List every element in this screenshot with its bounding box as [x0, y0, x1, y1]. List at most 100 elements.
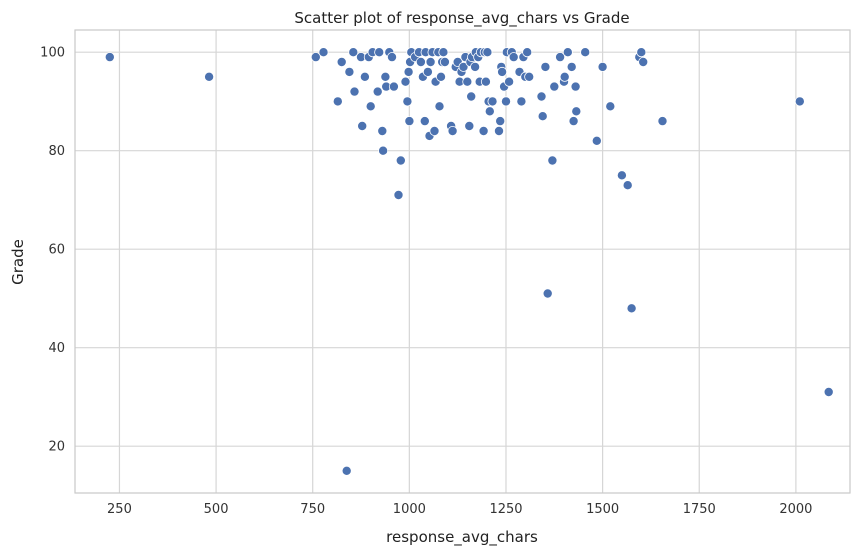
data-point [540, 61, 551, 72]
data-point [794, 96, 805, 107]
data-point [549, 81, 560, 92]
data-point [580, 47, 591, 58]
data-point [386, 52, 397, 63]
y-tick-label: 20 [48, 440, 65, 455]
data-point [415, 57, 426, 68]
data-point [616, 170, 627, 181]
data-point [504, 76, 515, 87]
data-point [388, 81, 399, 92]
x-tick-label: 1000 [393, 502, 426, 517]
points-layer [104, 47, 834, 476]
data-point [310, 52, 321, 63]
data-point [344, 66, 355, 77]
data-point [429, 126, 440, 137]
data-point [542, 288, 553, 299]
data-point [419, 116, 430, 127]
data-point [570, 81, 581, 92]
data-point [470, 61, 481, 72]
data-point [508, 52, 519, 63]
data-point [537, 111, 548, 122]
data-point [462, 76, 473, 87]
data-point [466, 91, 477, 102]
y-tick-label: 60 [48, 243, 65, 258]
x-axis-label: response_avg_chars [386, 528, 538, 547]
data-point [562, 47, 573, 58]
data-point [547, 155, 558, 166]
y-tick-labels: 20 40 60 80 100 [40, 46, 65, 455]
data-point [336, 57, 347, 68]
data-point [458, 61, 469, 72]
chart-title: Scatter plot of response_avg_chars vs Gr… [294, 9, 629, 28]
data-point [372, 86, 383, 97]
x-tick-label: 500 [204, 502, 229, 517]
data-point [393, 189, 404, 200]
data-point [497, 66, 508, 77]
data-point [636, 47, 647, 58]
data-point [568, 116, 579, 127]
data-point [332, 96, 343, 107]
data-point [395, 155, 406, 166]
data-point [377, 126, 388, 137]
data-point [464, 121, 475, 132]
data-point [439, 57, 450, 68]
y-tick-label: 100 [40, 46, 65, 61]
data-point [447, 126, 458, 137]
data-point [487, 96, 498, 107]
data-point [341, 465, 352, 476]
data-point [638, 57, 649, 68]
data-point [566, 61, 577, 72]
data-point [516, 96, 527, 107]
data-point [478, 126, 489, 137]
data-point [524, 71, 535, 82]
data-point [500, 96, 511, 107]
data-point [402, 96, 413, 107]
x-tick-label: 250 [107, 502, 132, 517]
x-tick-label: 2000 [779, 502, 812, 517]
data-point [404, 116, 415, 127]
data-point [605, 101, 616, 112]
data-point [522, 47, 533, 58]
data-point [591, 135, 602, 146]
y-axis-label: Grade [9, 239, 27, 285]
x-tick-label: 750 [300, 502, 325, 517]
data-point [425, 57, 436, 68]
data-point [104, 52, 115, 63]
data-point [403, 66, 414, 77]
data-point [359, 71, 370, 82]
data-point [622, 180, 633, 191]
data-point [422, 66, 433, 77]
data-point [348, 47, 359, 58]
x-tick-label: 1750 [683, 502, 716, 517]
data-point [357, 121, 368, 132]
data-point [484, 106, 495, 117]
data-point [480, 76, 491, 87]
data-point [571, 106, 582, 117]
data-point [438, 47, 449, 58]
data-point [435, 71, 446, 82]
data-point [374, 47, 385, 58]
y-tick-label: 40 [48, 341, 65, 356]
data-point [434, 101, 445, 112]
data-point [318, 47, 329, 58]
data-point [495, 116, 506, 127]
x-tick-labels: 250 500 750 1000 1250 1500 1750 2000 [107, 502, 812, 517]
plot-frame [74, 29, 851, 494]
y-tick-label: 80 [48, 144, 65, 159]
data-point [493, 126, 504, 137]
x-tick-label: 1250 [489, 502, 522, 517]
data-point [597, 61, 608, 72]
data-point [400, 76, 411, 87]
data-point [657, 116, 668, 127]
data-point [378, 145, 389, 156]
data-point [482, 47, 493, 58]
data-point [204, 71, 215, 82]
data-point [365, 101, 376, 112]
data-point [349, 86, 360, 97]
data-point [626, 303, 637, 314]
data-point [555, 52, 566, 63]
data-point [559, 71, 570, 82]
x-tick-label: 1500 [586, 502, 619, 517]
data-point [823, 386, 834, 397]
